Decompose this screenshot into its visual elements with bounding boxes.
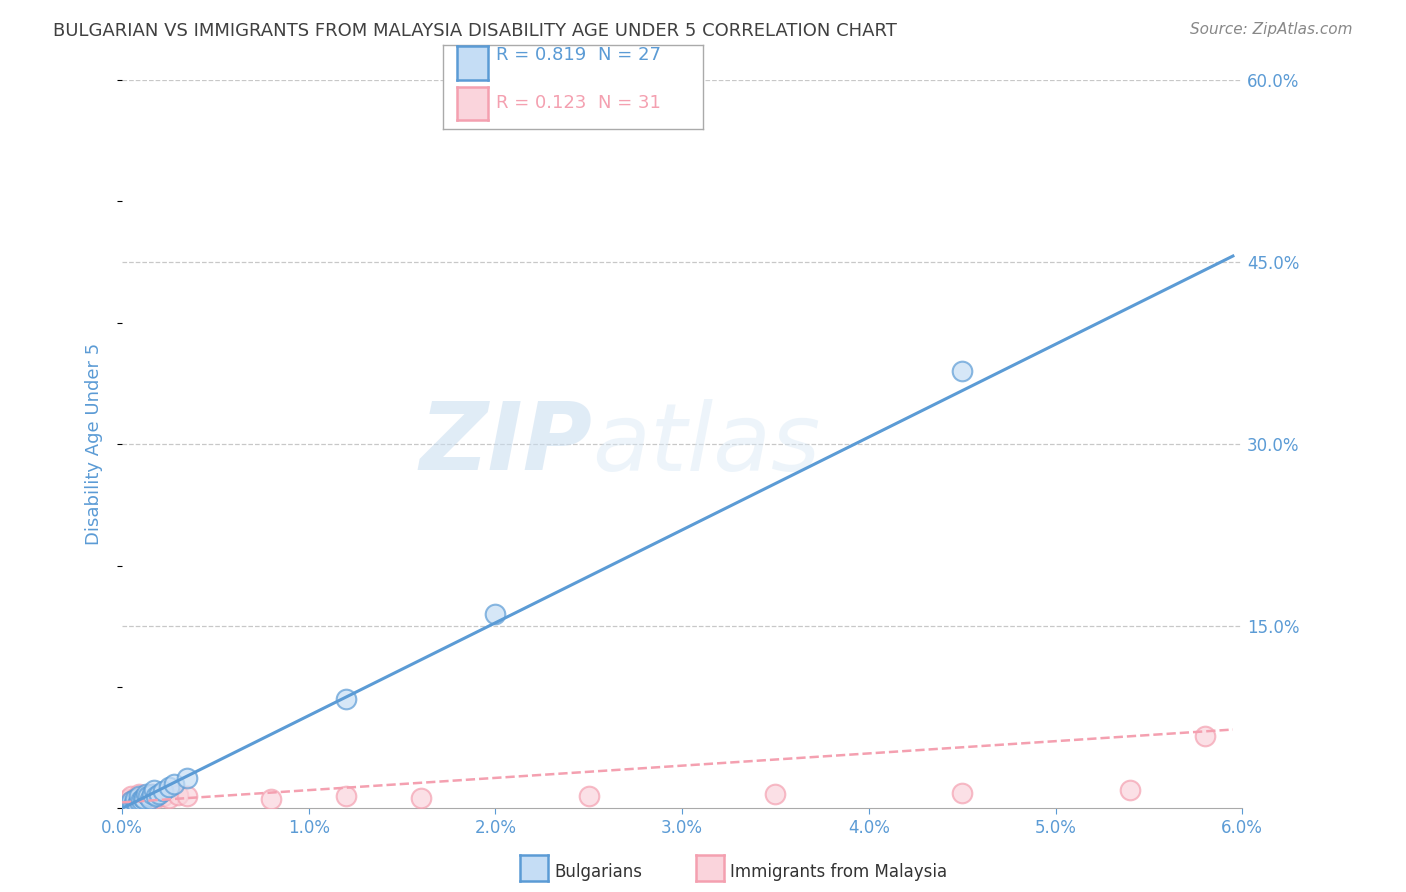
Point: [1194, 729, 1216, 743]
Point: [1119, 783, 1142, 797]
Point: [124, 790, 146, 805]
Y-axis label: Disability Age Under 5: Disability Age Under 5: [86, 343, 103, 545]
Point: [129, 793, 152, 807]
Point: [135, 794, 157, 808]
Point: [142, 783, 165, 797]
Point: [120, 797, 142, 811]
Point: [148, 787, 170, 801]
Point: [120, 789, 142, 804]
Point: [152, 789, 174, 804]
Point: [145, 790, 167, 805]
Point: [157, 790, 180, 805]
Point: [950, 786, 973, 800]
Text: R = 0.123: R = 0.123: [496, 94, 586, 112]
Point: [129, 793, 152, 807]
Point: [145, 789, 167, 804]
Point: [335, 692, 357, 706]
Point: [118, 797, 141, 812]
Text: N = 27: N = 27: [598, 46, 661, 64]
Point: [124, 796, 146, 810]
Point: [136, 789, 159, 804]
Point: [141, 787, 163, 801]
Point: [128, 789, 150, 804]
Text: BULGARIAN VS IMMIGRANTS FROM MALAYSIA DISABILITY AGE UNDER 5 CORRELATION CHART: BULGARIAN VS IMMIGRANTS FROM MALAYSIA DI…: [53, 22, 897, 40]
Point: [484, 607, 506, 622]
Point: [124, 796, 146, 810]
Point: [128, 794, 150, 808]
Point: [128, 787, 150, 801]
Point: [114, 796, 136, 810]
Point: [163, 777, 186, 791]
Point: [118, 797, 141, 811]
Point: [139, 791, 162, 805]
Text: R = 0.819: R = 0.819: [496, 46, 586, 64]
Point: [124, 791, 146, 805]
Text: Immigrants from Malaysia: Immigrants from Malaysia: [730, 863, 946, 881]
Point: [260, 791, 283, 805]
Point: [578, 789, 600, 804]
Point: [125, 797, 148, 811]
Point: [139, 791, 162, 805]
Point: [135, 787, 157, 801]
Point: [950, 364, 973, 378]
Point: [176, 771, 198, 785]
Point: [157, 780, 180, 794]
Point: [335, 789, 357, 804]
Point: [120, 794, 142, 808]
Point: [122, 797, 145, 812]
Text: Bulgarians: Bulgarians: [554, 863, 643, 881]
Point: [125, 791, 148, 805]
Point: [117, 791, 139, 805]
Text: N = 31: N = 31: [598, 94, 661, 112]
Point: [134, 791, 156, 805]
Point: [117, 799, 139, 814]
Text: atlas: atlas: [592, 399, 821, 490]
Point: [167, 788, 190, 802]
Text: Source: ZipAtlas.com: Source: ZipAtlas.com: [1189, 22, 1353, 37]
Point: [134, 791, 156, 805]
Point: [176, 789, 198, 804]
Point: [141, 787, 163, 801]
Text: ZIP: ZIP: [419, 398, 592, 491]
Point: [131, 790, 153, 805]
Point: [152, 784, 174, 798]
Point: [765, 787, 787, 801]
Point: [409, 790, 432, 805]
Point: [120, 794, 142, 808]
Point: [148, 788, 170, 802]
Point: [136, 789, 159, 804]
Point: [131, 789, 153, 804]
Point: [122, 793, 145, 807]
